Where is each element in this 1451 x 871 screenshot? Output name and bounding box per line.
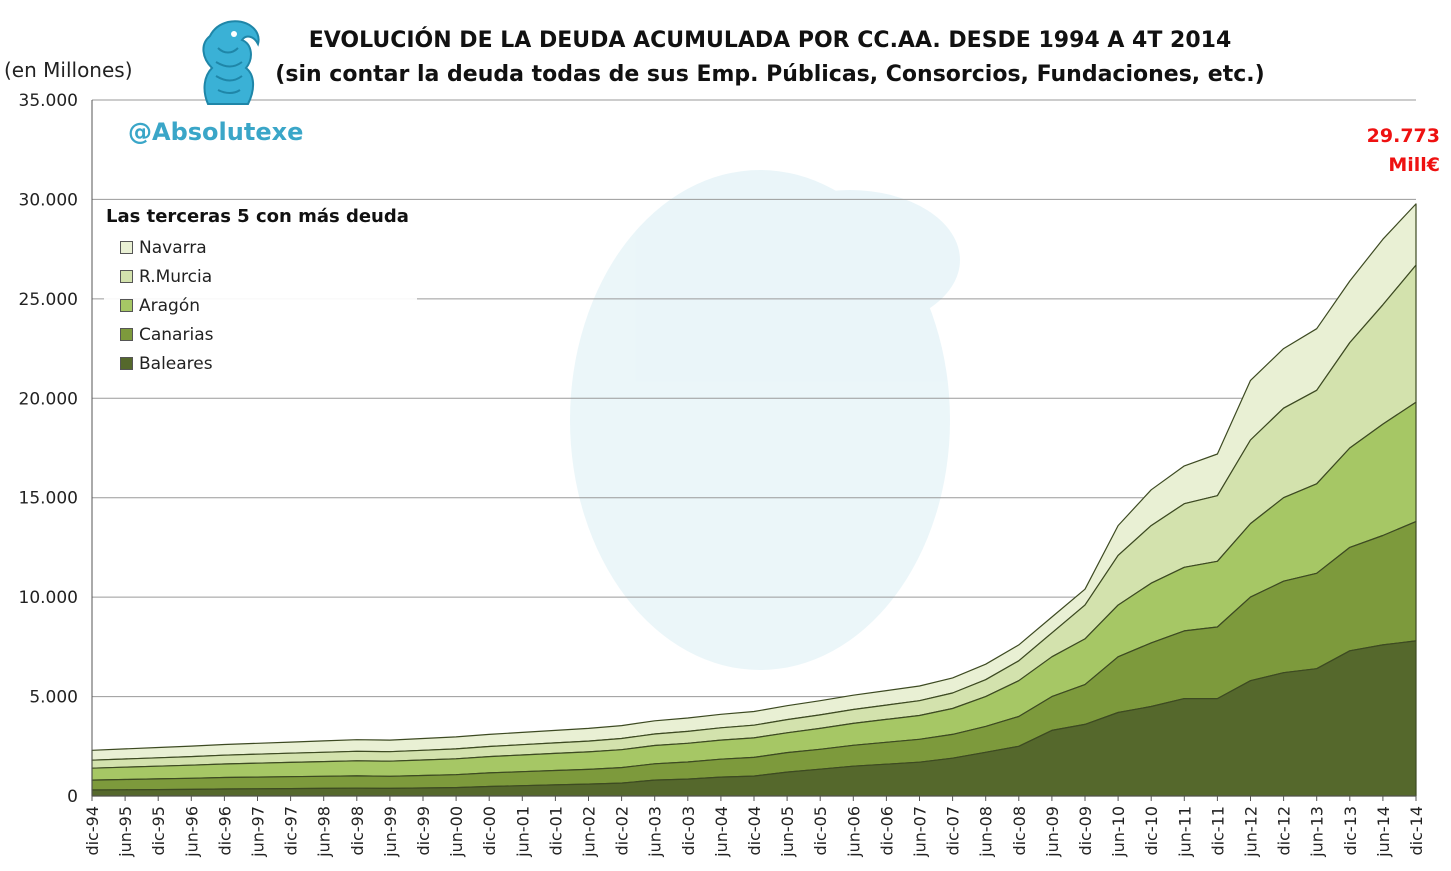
legend-title: Las terceras 5 con más deuda — [106, 206, 409, 227]
legend-item: Navarra — [106, 233, 409, 262]
x-tick-label: jun-97 — [249, 806, 268, 858]
legend-label: R.Murcia — [139, 266, 213, 287]
x-tick-label: jun-01 — [513, 806, 532, 858]
legend-item: Canarias — [106, 320, 409, 349]
x-tick-label: dic-01 — [546, 806, 565, 856]
x-tick-label: dic-12 — [1275, 806, 1294, 856]
legend-swatch — [120, 270, 133, 283]
annotation-value: 29.773 — [1366, 125, 1440, 147]
legend-swatch — [120, 299, 133, 312]
griffin-logo — [202, 20, 260, 105]
y-tick-label: 25.000 — [19, 290, 78, 310]
x-tick-label: dic-00 — [480, 806, 499, 856]
x-tick-label: dic-05 — [811, 806, 830, 856]
x-tick-label: dic-99 — [414, 806, 433, 856]
legend-label: Baleares — [139, 353, 213, 374]
x-tick-label: dic-94 — [83, 806, 102, 856]
x-tick-label: dic-03 — [679, 806, 698, 856]
x-tick-label: jun-98 — [315, 806, 334, 858]
x-tick-label: jun-07 — [911, 806, 930, 858]
x-tick-label: dic-02 — [613, 806, 632, 856]
x-tick-label: jun-00 — [447, 806, 466, 858]
x-tick-label: jun-95 — [116, 806, 135, 858]
legend-swatch — [120, 328, 133, 341]
legend-item: R.Murcia — [106, 262, 409, 291]
watermark-griffin — [570, 170, 960, 670]
x-tick-label: jun-04 — [712, 806, 731, 858]
last-value-annotation: 29.773 Mill€ — [1330, 122, 1440, 180]
x-tick-label: jun-10 — [1109, 806, 1128, 858]
x-tick-label: jun-02 — [580, 806, 599, 858]
x-tick-label: jun-14 — [1374, 806, 1393, 858]
x-tick-label: dic-11 — [1208, 806, 1227, 856]
x-tick-label: dic-04 — [745, 806, 764, 856]
x-tick-label: jun-09 — [1043, 806, 1062, 858]
chart-title: EVOLUCIÓN DE LA DEUDA ACUMULADA POR CC.A… — [308, 28, 1232, 53]
x-tick-label: jun-13 — [1308, 806, 1327, 858]
y-axis-unit-label: (en Millones) — [4, 58, 133, 82]
author-handle: @Absolutexe — [128, 118, 304, 146]
x-tick-label: jun-99 — [381, 806, 400, 858]
y-tick-label: 30.000 — [19, 190, 78, 210]
y-tick-label: 15.000 — [19, 489, 78, 509]
x-tick-label: jun-12 — [1242, 806, 1261, 858]
legend-label: Aragón — [139, 295, 201, 316]
x-tick-label: jun-03 — [646, 806, 665, 858]
x-tick-label: dic-14 — [1407, 806, 1426, 856]
x-tick-label: dic-98 — [348, 806, 367, 856]
x-tick-label: dic-13 — [1341, 806, 1360, 856]
x-tick-label: dic-95 — [149, 806, 168, 856]
x-tick-label: jun-96 — [182, 806, 201, 858]
x-tick-label: dic-07 — [944, 806, 963, 856]
y-tick-label: 10.000 — [19, 588, 78, 608]
x-tick-label: dic-10 — [1142, 806, 1161, 856]
x-tick-label: jun-05 — [778, 806, 797, 858]
chart-subtitle: (sin contar la deuda todas de sus Emp. P… — [275, 62, 1265, 87]
y-tick-label: 0 — [67, 787, 78, 807]
x-tick-label: dic-96 — [215, 806, 234, 856]
legend-swatch — [120, 357, 133, 370]
y-tick-label: 35.000 — [19, 91, 78, 111]
legend-item: Aragón — [106, 291, 409, 320]
annotation-unit: Mill€ — [1388, 154, 1440, 176]
y-tick-label: 5.000 — [29, 688, 78, 708]
y-tick-label: 20.000 — [19, 389, 78, 409]
x-tick-label: dic-08 — [1010, 806, 1029, 856]
x-tick-label: dic-09 — [1076, 806, 1095, 856]
x-tick-label: jun-06 — [844, 806, 863, 858]
x-tick-label: dic-97 — [282, 806, 301, 856]
legend-item: Baleares — [106, 349, 409, 378]
legend-label: Canarias — [139, 324, 214, 345]
legend: Las terceras 5 con más deuda Navarra R.Mu… — [104, 204, 417, 384]
x-tick-label: jun-08 — [977, 806, 996, 858]
x-tick-label: dic-06 — [877, 806, 896, 856]
legend-swatch — [120, 241, 133, 254]
legend-label: Navarra — [139, 237, 207, 258]
x-tick-label: jun-11 — [1175, 806, 1194, 858]
